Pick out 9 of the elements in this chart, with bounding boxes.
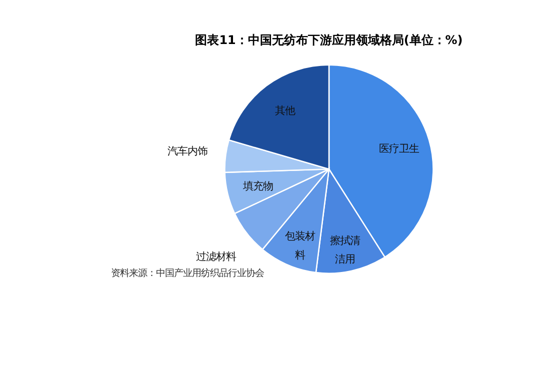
slice-label: 汽车内饰 <box>167 146 208 158</box>
slice-label: 填充物 <box>242 180 274 193</box>
slice-label: 包装材料 <box>284 230 315 262</box>
slice-label: 过滤材料 <box>196 251 236 264</box>
text: 资料来源：中国产业用纺织品行业协会 <box>111 268 264 279</box>
chart-title: 图表11：中国无纺布下游应用领域格局(单位：%) <box>195 32 463 47</box>
slice-label: 医疗卫生 <box>379 143 420 156</box>
slice-label: 擦拭清洁用 <box>330 234 360 266</box>
slice-label: 其他 <box>275 105 296 118</box>
